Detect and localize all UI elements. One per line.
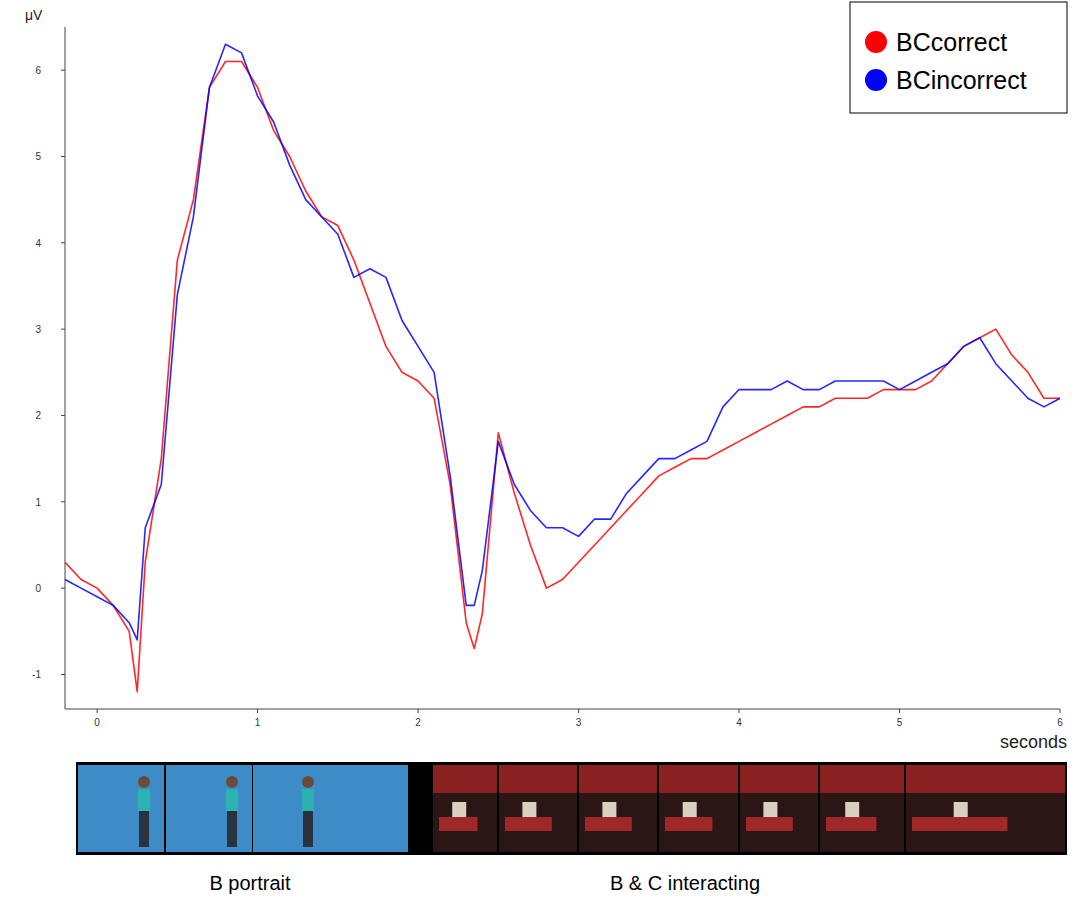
room-wall bbox=[499, 765, 577, 793]
chart: -1 0 1 2 3 4 5 6 0 1 2 3 4 5 6 μV seconds BCcorrect BCinco… bbox=[0, 0, 1073, 898]
figure-legs bbox=[139, 811, 149, 847]
room-sofa bbox=[912, 817, 1007, 831]
x-tick-label: 5 bbox=[897, 717, 903, 728]
legend-label: BCincorrect bbox=[896, 66, 1027, 94]
y-tick bbox=[61, 501, 65, 502]
x-tick bbox=[257, 709, 258, 713]
x-tick-label: 6 bbox=[1057, 717, 1063, 728]
y-tick-label: 0 bbox=[35, 583, 41, 594]
y-axis bbox=[65, 27, 66, 709]
y-tick bbox=[61, 329, 65, 330]
room-sofa bbox=[505, 817, 552, 831]
y-tick-label: 5 bbox=[35, 151, 41, 162]
room-wall bbox=[820, 765, 904, 793]
room-frame bbox=[499, 765, 577, 852]
y-tick-label: 4 bbox=[35, 238, 41, 249]
series-line bbox=[65, 62, 1060, 692]
figure-body bbox=[226, 789, 238, 811]
figure-head bbox=[302, 776, 314, 788]
x-tick bbox=[578, 709, 579, 713]
x-tick bbox=[1060, 709, 1061, 713]
x-tick-label: 4 bbox=[736, 717, 742, 728]
room-wall bbox=[579, 765, 657, 793]
thumbnail-strip bbox=[76, 762, 1067, 855]
annotation: B portrait bbox=[209, 872, 291, 894]
figure-body bbox=[302, 789, 314, 811]
y-tick-label: -1 bbox=[32, 669, 41, 680]
figure-head bbox=[138, 776, 150, 788]
x-tick-label: 3 bbox=[576, 717, 582, 728]
y-axis-title: μV bbox=[25, 7, 43, 23]
y-tick bbox=[61, 156, 65, 157]
y-tick-label: 3 bbox=[35, 324, 41, 335]
portrait-frame bbox=[166, 765, 252, 852]
y-tick bbox=[61, 674, 65, 675]
y-tick bbox=[61, 588, 65, 589]
y-tick-label: 6 bbox=[35, 65, 41, 76]
x-axis bbox=[65, 709, 1060, 710]
figure-legs bbox=[227, 811, 237, 847]
x-tick bbox=[97, 709, 98, 713]
legend-label: BCcorrect bbox=[896, 28, 1007, 56]
room-frame bbox=[740, 765, 818, 852]
x-tick bbox=[739, 709, 740, 713]
y-tick bbox=[61, 415, 65, 416]
room-wall bbox=[906, 765, 1065, 793]
legend-box bbox=[850, 2, 1067, 113]
figure-body bbox=[138, 789, 150, 811]
y-tick bbox=[61, 242, 65, 243]
room-frame bbox=[659, 765, 738, 852]
plot-area bbox=[65, 44, 1060, 691]
x-tick bbox=[899, 709, 900, 713]
series-line bbox=[65, 44, 1060, 640]
x-tick-label: 2 bbox=[415, 717, 421, 728]
x-axis-title: seconds bbox=[1000, 732, 1067, 752]
x-tick bbox=[418, 709, 419, 713]
room-sofa bbox=[826, 817, 876, 831]
y-tick-label: 2 bbox=[35, 410, 41, 421]
y-tick-label: 1 bbox=[35, 497, 41, 508]
room-frame bbox=[579, 765, 657, 852]
portrait-frame bbox=[253, 765, 408, 852]
figure-head bbox=[226, 776, 238, 788]
x-tick-label: 0 bbox=[94, 717, 100, 728]
strip-bg bbox=[76, 762, 1067, 855]
x-tick-label: 1 bbox=[255, 717, 261, 728]
room-frame bbox=[433, 765, 497, 852]
legend-marker bbox=[865, 31, 887, 53]
portrait-frame bbox=[78, 765, 164, 852]
room-sofa bbox=[439, 817, 477, 831]
room-wall bbox=[659, 765, 738, 793]
legend-marker bbox=[865, 69, 887, 91]
figure-legs bbox=[303, 811, 313, 847]
room-frame bbox=[820, 765, 904, 852]
annotation: B & C interacting bbox=[610, 872, 760, 894]
y-tick bbox=[61, 70, 65, 71]
room-sofa bbox=[665, 817, 712, 831]
room-wall bbox=[740, 765, 818, 793]
room-sofa bbox=[585, 817, 632, 831]
room-sofa bbox=[746, 817, 793, 831]
room-frame bbox=[906, 765, 1065, 852]
room-wall bbox=[433, 765, 497, 793]
legend: BCcorrect BCincorrect bbox=[850, 2, 1067, 113]
